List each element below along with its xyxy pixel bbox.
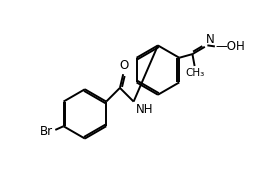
Text: N: N bbox=[206, 33, 215, 46]
Text: —OH: —OH bbox=[216, 40, 246, 53]
Text: CH₃: CH₃ bbox=[185, 68, 204, 78]
Text: O: O bbox=[119, 59, 129, 72]
Text: Br: Br bbox=[40, 125, 53, 138]
Text: NH: NH bbox=[136, 103, 153, 116]
